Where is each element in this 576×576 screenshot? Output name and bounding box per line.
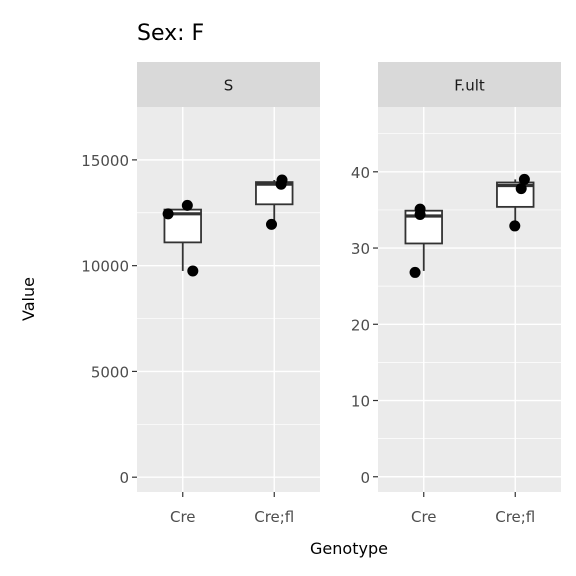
data-point: [181, 199, 193, 211]
data-point: [518, 173, 530, 185]
data-point: [162, 208, 174, 220]
panel-background: [137, 107, 320, 492]
data-point: [266, 218, 278, 230]
chart-title: Sex: F: [137, 21, 204, 46]
x-tick-label: Cre;fl: [254, 508, 294, 526]
data-point: [409, 266, 421, 278]
data-point: [414, 203, 426, 215]
data-point: [509, 220, 521, 232]
y-tick-label: 20: [351, 316, 370, 334]
y-axis-label: Value: [19, 277, 38, 321]
facet-panel-1: F.ult 0 10 20 30 40 Cre Cre;fl: [351, 62, 561, 526]
facet-strip-label: S: [224, 77, 234, 95]
data-point: [187, 265, 199, 277]
y-tick-label: 10: [351, 393, 370, 411]
facet-strip: [378, 62, 561, 107]
y-tick-label: 15000: [81, 152, 129, 170]
x-tick-label: Cre: [411, 508, 437, 526]
y-tick-label: 30: [351, 240, 370, 258]
x-tick-label: Cre: [170, 508, 196, 526]
y-tick-label: 40: [351, 164, 370, 182]
facet-strip: [137, 62, 320, 107]
panel-background: [378, 107, 561, 492]
data-point: [515, 183, 527, 195]
facet-panels: S 0 5000 10000 15000 Cre Cre;fl F.ult 0 10 20 30 40 C…: [81, 62, 561, 526]
facet-strip-label: F.ult: [454, 77, 485, 95]
y-tick-label: 5000: [91, 363, 129, 381]
x-tick-label: Cre;fl: [495, 508, 535, 526]
y-tick-label: 0: [360, 469, 370, 487]
y-tick-label: 0: [119, 469, 129, 487]
y-tick-label: 10000: [81, 258, 129, 276]
facet-panel-0: S 0 5000 10000 15000 Cre Cre;fl: [81, 62, 320, 526]
data-point: [275, 178, 287, 190]
x-axis-label: Genotype: [310, 539, 388, 558]
